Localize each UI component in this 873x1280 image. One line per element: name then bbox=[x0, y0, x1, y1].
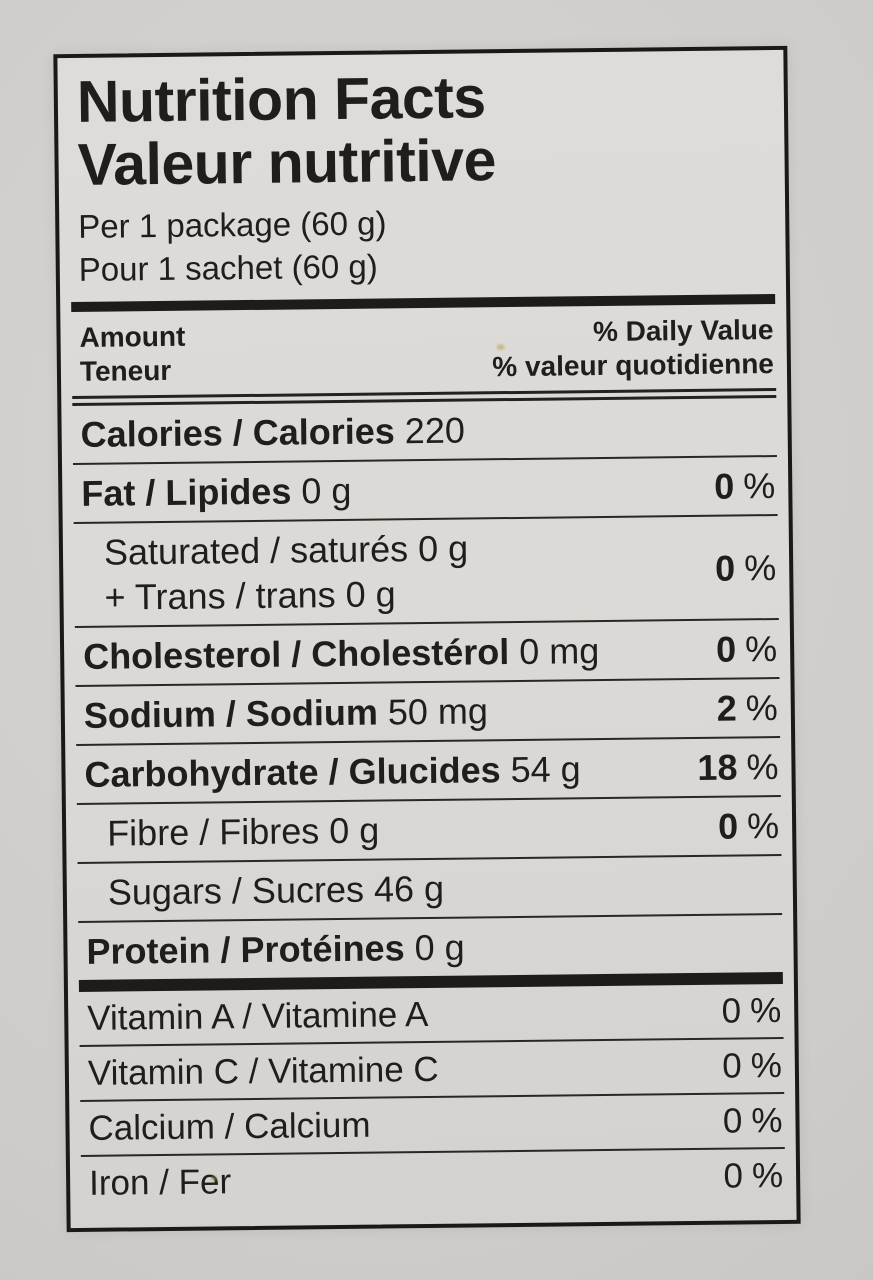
row-calcium: Calcium / Calcium 0% bbox=[80, 1094, 785, 1155]
percent-number: 0 bbox=[723, 1156, 744, 1196]
serving-size-french: Pour 1 sachet (60 g) bbox=[78, 247, 378, 288]
nutrient-name: Saturated / saturés bbox=[103, 528, 409, 573]
daily-value-cell: 0% bbox=[714, 463, 776, 509]
trans-line: + Trans / trans 0 g bbox=[104, 573, 396, 618]
saturated-line: Saturated / saturés 0 g bbox=[104, 526, 469, 575]
daily-value-cell: 0% bbox=[718, 803, 780, 849]
serving-size: Per 1 package (60 g) Pour 1 sachet (60 g… bbox=[78, 197, 775, 291]
nutrient-label: Iron / Fer bbox=[89, 1161, 231, 1204]
daily-value-cell: 0% bbox=[721, 990, 781, 1032]
row-sugars: Sugars / Sucres 46 g bbox=[78, 856, 783, 921]
percent-number: 0 bbox=[722, 1101, 743, 1141]
nutrition-facts-panel: Nutrition Facts Valeur nutritive Per 1 p… bbox=[53, 45, 801, 1233]
row-iron: Iron / Fer 0% bbox=[81, 1149, 786, 1210]
row-vitamin-a: Vitamin A / Vitamine A 0% bbox=[79, 984, 784, 1045]
nutrient-amount: 54 g bbox=[510, 748, 581, 791]
percent-number: 0 bbox=[715, 628, 737, 670]
nutrient-name: Fat / Lipides bbox=[81, 470, 292, 514]
amount-header-french: Teneur bbox=[79, 354, 172, 387]
percent-number: 0 bbox=[717, 805, 739, 847]
percent-number: 0 bbox=[722, 1046, 742, 1086]
daily-value-cell: 0% bbox=[723, 1100, 783, 1142]
nutrient-label: Saturated / saturés 0 g + Trans / trans 0… bbox=[104, 526, 469, 620]
nutrient-label: Fat / Lipides 0 g bbox=[81, 468, 352, 516]
nutrient-name: Carbohydrate / Glucides bbox=[84, 749, 501, 795]
daily-value-cell: 18% bbox=[697, 744, 779, 790]
percent-symbol: % bbox=[745, 687, 779, 729]
nutrient-name: Vitamin A / Vitamine A bbox=[87, 995, 429, 1038]
nutrient-label: Vitamin A / Vitamine A bbox=[87, 994, 429, 1039]
column-header: Amount Teneur % Daily Value % valeur quo… bbox=[71, 304, 776, 396]
amount-header: Amount Teneur bbox=[79, 320, 186, 389]
nutrient-amount: 220 bbox=[404, 409, 466, 452]
nutrient-label: Protein / Protéines 0 g bbox=[86, 925, 465, 974]
nutrient-name: Cholesterol / Cholestérol bbox=[82, 631, 510, 677]
row-vitamin-c: Vitamin C / Vitamine C 0% bbox=[80, 1039, 785, 1100]
nutrient-amount: 0 g bbox=[414, 926, 465, 969]
row-fat: Fat / Lipides 0 g 0% bbox=[73, 457, 778, 522]
row-protein: Protein / Protéines 0 g bbox=[78, 915, 783, 980]
nutrient-label: Carbohydrate / Glucides 54 g bbox=[84, 746, 581, 797]
daily-value-cell: 0% bbox=[715, 545, 777, 591]
daily-value-header-french: % valeur quotidienne bbox=[492, 348, 775, 383]
nutrient-amount: 0 g bbox=[417, 527, 469, 570]
percent-symbol: % bbox=[744, 628, 778, 670]
percent-symbol: % bbox=[749, 991, 782, 1031]
row-saturated-trans: Saturated / saturés 0 g + Trans / trans 0… bbox=[74, 516, 779, 626]
row-fibre: Fibre / Fibres 0 g 0% bbox=[77, 797, 782, 862]
nutrient-name: Protein / Protéines bbox=[86, 927, 405, 972]
nutrient-label: Fibre / Fibres 0 g bbox=[107, 808, 380, 856]
title-french: Valeur nutritive bbox=[77, 127, 497, 198]
daily-value-cell: 2% bbox=[717, 685, 779, 731]
percent-symbol: % bbox=[743, 546, 777, 588]
percent-number: 18 bbox=[697, 746, 738, 788]
percent-number: 2 bbox=[716, 687, 738, 729]
title-english: Nutrition Facts bbox=[76, 64, 487, 135]
nutrient-label: Vitamin C / Vitamine C bbox=[88, 1049, 439, 1094]
row-calories: Calories / Calories 220 bbox=[72, 398, 777, 463]
percent-number: 0 bbox=[721, 991, 742, 1031]
nutrient-name: Sugars / Sucres bbox=[107, 868, 365, 913]
nutrient-label: Calcium / Calcium bbox=[88, 1105, 370, 1149]
amount-header-english: Amount bbox=[79, 320, 186, 353]
percent-number: 0 bbox=[714, 547, 736, 589]
nutrient-label: Cholesterol / Cholestérol 0 mg bbox=[83, 628, 600, 679]
nutrient-amount: 0 g bbox=[328, 809, 380, 852]
nutrient-name: Calcium / Calcium bbox=[88, 1105, 371, 1148]
daily-value-cell: 0% bbox=[716, 626, 778, 672]
nutrient-name: Vitamin C / Vitamine C bbox=[87, 1049, 439, 1093]
nutrient-name: Sodium / Sodium bbox=[83, 691, 379, 736]
daily-value-header: % Daily Value % valeur quotidienne bbox=[492, 313, 774, 384]
nutrient-name: Calories / Calories bbox=[80, 410, 396, 455]
nutrient-amount: 0 g bbox=[301, 469, 352, 512]
daily-value-cell: 0% bbox=[722, 1045, 782, 1087]
row-sodium: Sodium / Sodium 50 mg 2% bbox=[76, 679, 781, 744]
nutrient-label: Calories / Calories 220 bbox=[80, 408, 465, 457]
nutrient-name: Fibre / Fibres bbox=[106, 810, 320, 854]
daily-value-cell: 0% bbox=[723, 1155, 783, 1197]
row-cholesterol: Cholesterol / Cholestérol 0 mg 0% bbox=[75, 620, 780, 685]
nutrient-amount: 46 g bbox=[373, 867, 445, 910]
percent-symbol: % bbox=[746, 746, 779, 788]
percent-symbol: % bbox=[751, 1100, 783, 1141]
row-carbohydrate: Carbohydrate / Glucides 54 g 18% bbox=[76, 738, 781, 803]
percent-symbol: % bbox=[743, 465, 776, 507]
percent-number: 0 bbox=[714, 465, 735, 507]
percent-symbol: % bbox=[746, 805, 780, 847]
nutrient-name: Iron / Fer bbox=[88, 1162, 232, 1203]
daily-value-header-english: % Daily Value bbox=[592, 314, 774, 348]
nutrient-label: Sodium / Sodium 50 mg bbox=[84, 688, 489, 738]
percent-symbol: % bbox=[750, 1046, 783, 1086]
panel-title: Nutrition Facts Valeur nutritive bbox=[76, 63, 774, 198]
nutrient-amount: 0 mg bbox=[518, 630, 600, 672]
nutrient-label: Sugars / Sucres 46 g bbox=[108, 866, 445, 915]
percent-symbol: % bbox=[751, 1155, 784, 1196]
nutrient-amount: 50 mg bbox=[387, 690, 489, 733]
